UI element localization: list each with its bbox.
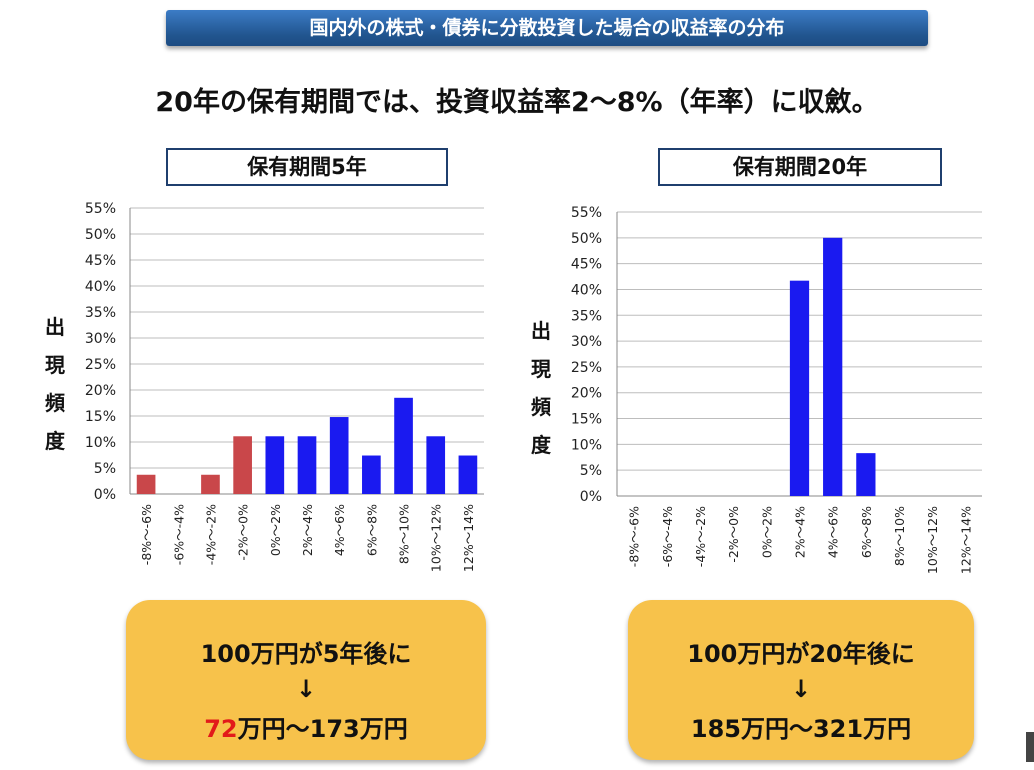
- x-tick-label: -6%～-4%: [171, 504, 186, 565]
- x-tick-label: 8%～10%: [397, 504, 412, 564]
- slide-edge-marker: [1026, 732, 1034, 762]
- x-tick-label: 0%～2%: [759, 506, 774, 558]
- bar: [297, 436, 317, 494]
- x-tick-label: 10%～12%: [925, 506, 940, 574]
- bar: [789, 280, 810, 496]
- bar: [856, 453, 876, 496]
- y-tick-label: 25%: [571, 360, 602, 376]
- y-tick-label: 0%: [580, 489, 602, 505]
- result-low-value: 72: [204, 715, 238, 743]
- y-tick-label: 10%: [85, 435, 116, 451]
- y-axis-label-char: 現: [531, 357, 551, 381]
- y-axis-label-char: 現: [45, 353, 65, 377]
- result-line1: 100万円が5年後に: [200, 640, 412, 668]
- y-tick-label: 30%: [85, 331, 116, 347]
- header-banner: 国内外の株式・債券に分散投資した場合の収益率の分布: [166, 10, 928, 46]
- x-tick-label: -4%～-2%: [693, 506, 708, 567]
- bar: [265, 436, 285, 494]
- bar: [394, 397, 413, 494]
- bar: [823, 237, 843, 496]
- y-tick-label: 5%: [580, 463, 602, 479]
- y-tick-label: 20%: [571, 386, 602, 402]
- y-axis-label-20yr: 出 現 頻 度: [530, 312, 552, 464]
- result-range: 72万円～173万円: [126, 709, 486, 744]
- chart-title-5yr: 保有期間5年: [166, 148, 448, 186]
- bar: [329, 417, 349, 494]
- result-box-5yr: 100万円が5年後に ↓ 72万円～173万円: [126, 600, 486, 760]
- x-tick-label: 12%～14%: [958, 506, 973, 574]
- y-axis-label-5yr: 出 現 頻 度: [44, 308, 66, 460]
- y-axis-label-char: 頻: [531, 395, 551, 419]
- y-axis-label-char: 出: [531, 319, 551, 343]
- y-tick-label: 40%: [85, 279, 116, 295]
- y-tick-label: 5%: [94, 461, 116, 477]
- y-tick-label: 40%: [571, 282, 602, 298]
- x-tick-label: 2%～4%: [793, 506, 808, 558]
- x-tick-label: -4%～-2%: [203, 504, 218, 565]
- y-tick-label: 30%: [571, 334, 602, 350]
- y-tick-label: 45%: [85, 253, 116, 269]
- result-range-rest: 万円～173万円: [237, 715, 408, 743]
- bar: [362, 455, 381, 494]
- bar: [458, 455, 478, 494]
- y-tick-label: 50%: [571, 231, 602, 247]
- x-tick-label: 6%～8%: [859, 506, 874, 558]
- y-tick-label: 25%: [85, 357, 116, 373]
- x-tick-label: -2%～0%: [726, 506, 741, 563]
- y-tick-label: 15%: [571, 412, 602, 428]
- y-tick-label: 0%: [94, 487, 116, 503]
- x-tick-label: 0%～2%: [268, 504, 283, 556]
- x-tick-label: -6%～-4%: [660, 506, 675, 567]
- y-tick-label: 15%: [85, 409, 116, 425]
- bar: [426, 436, 446, 494]
- result-range: 185万円～321万円: [690, 715, 912, 743]
- x-tick-label: 4%～6%: [826, 506, 841, 558]
- bar: [201, 474, 220, 494]
- x-tick-label: 12%～14%: [461, 504, 476, 572]
- y-axis-label-char: 頻: [45, 391, 65, 415]
- y-tick-label: 45%: [571, 257, 602, 273]
- bar: [136, 474, 156, 494]
- y-tick-label: 35%: [85, 305, 116, 321]
- y-tick-label: 20%: [85, 383, 116, 399]
- y-tick-label: 10%: [571, 437, 602, 453]
- down-arrow-icon: ↓: [790, 675, 812, 703]
- chart-title-20yr: 保有期間20年: [658, 148, 942, 186]
- x-tick-label: 4%～6%: [332, 504, 347, 556]
- y-tick-label: 50%: [85, 227, 116, 243]
- page-subtitle: 20年の保有期間では、投資収益率2～8%（年率）に収斂。: [155, 87, 879, 118]
- x-tick-label: 2%～4%: [300, 504, 315, 556]
- y-axis-label-char: 出: [45, 315, 65, 339]
- x-tick-label: -2%～0%: [236, 504, 251, 561]
- x-tick-label: 6%～8%: [364, 504, 379, 556]
- y-tick-label: 55%: [85, 201, 116, 217]
- result-box-20yr: 100万円が20年後に ↓ 185万円～321万円: [628, 600, 974, 760]
- down-arrow-icon: ↓: [295, 675, 317, 703]
- y-tick-label: 35%: [571, 308, 602, 324]
- x-tick-label: -8%～-6%: [627, 506, 642, 567]
- y-axis-label-char: 度: [531, 433, 551, 457]
- y-tick-label: 55%: [571, 205, 602, 221]
- result-line1: 100万円が20年後に: [687, 640, 915, 668]
- y-axis-label-char: 度: [45, 429, 65, 453]
- x-tick-label: 8%～10%: [892, 506, 907, 566]
- bar: [233, 436, 252, 494]
- x-tick-label: -8%～-6%: [139, 504, 154, 565]
- x-tick-label: 10%～12%: [429, 504, 444, 572]
